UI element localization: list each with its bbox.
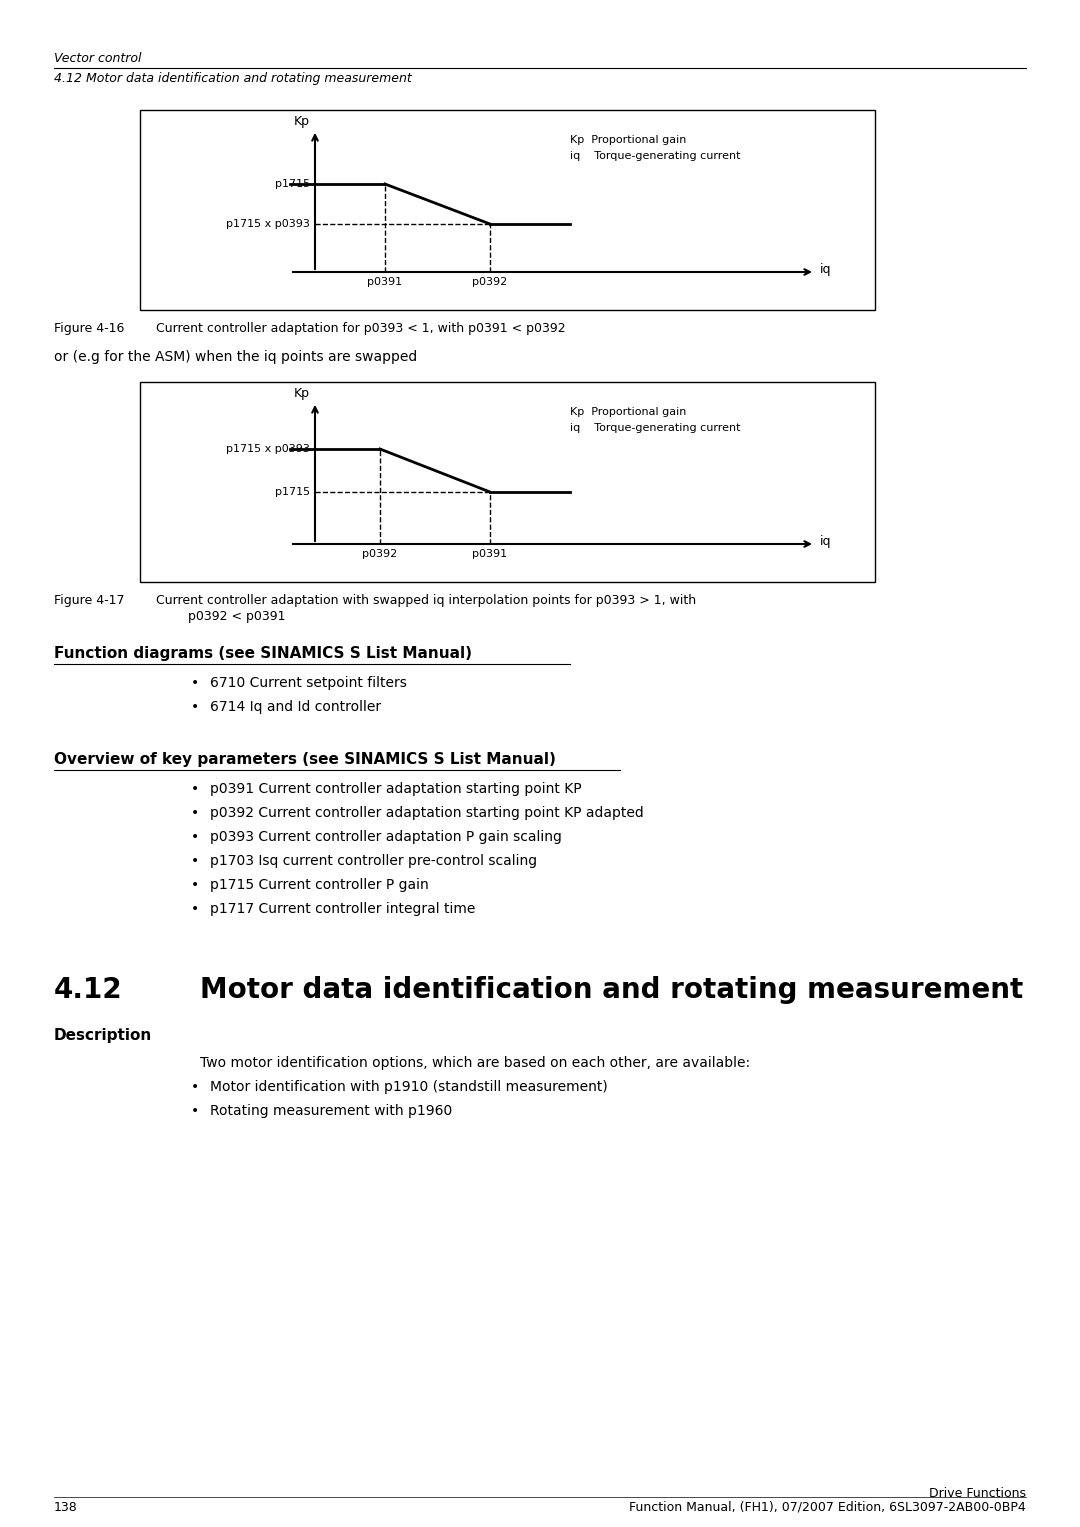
Text: Kp  Proportional gain: Kp Proportional gain (570, 408, 687, 417)
Text: p0391: p0391 (367, 276, 403, 287)
Text: •: • (191, 1104, 199, 1118)
Text: Kp  Proportional gain: Kp Proportional gain (570, 134, 687, 145)
Text: p0391 Current controller adaptation starting point KP: p0391 Current controller adaptation star… (210, 782, 582, 796)
Text: •: • (191, 782, 199, 796)
Text: p0393 Current controller adaptation P gain scaling: p0393 Current controller adaptation P ga… (210, 831, 562, 844)
Text: Vector control: Vector control (54, 52, 141, 66)
Text: iq: iq (820, 534, 832, 548)
Text: Overview of key parameters (see SINAMICS S List Manual): Overview of key parameters (see SINAMICS… (54, 751, 556, 767)
Text: •: • (191, 699, 199, 715)
Text: Description: Description (54, 1028, 152, 1043)
Text: Two motor identification options, which are based on each other, are available:: Two motor identification options, which … (200, 1057, 751, 1070)
Text: 4.12 Motor data identification and rotating measurement: 4.12 Motor data identification and rotat… (54, 72, 411, 86)
Text: Current controller adaptation with swapped iq interpolation points for p0393 > 1: Current controller adaptation with swapp… (140, 594, 697, 608)
Text: 138: 138 (54, 1501, 78, 1513)
Text: •: • (191, 1080, 199, 1093)
Text: Rotating measurement with p1960: Rotating measurement with p1960 (210, 1104, 453, 1118)
Text: p1715: p1715 (275, 179, 310, 189)
Text: Figure 4-17: Figure 4-17 (54, 594, 124, 608)
Text: p1717 Current controller integral time: p1717 Current controller integral time (210, 902, 475, 916)
Text: 6710 Current setpoint filters: 6710 Current setpoint filters (210, 676, 407, 690)
Text: •: • (191, 806, 199, 820)
Text: •: • (191, 854, 199, 867)
Text: iq    Torque-generating current: iq Torque-generating current (570, 423, 741, 434)
Text: •: • (191, 878, 199, 892)
Text: 6714 Iq and Id controller: 6714 Iq and Id controller (210, 699, 381, 715)
Text: p1715 Current controller P gain: p1715 Current controller P gain (210, 878, 429, 892)
Text: p1715 x p0393: p1715 x p0393 (226, 218, 310, 229)
Text: p1715: p1715 (275, 487, 310, 496)
Text: Kp: Kp (294, 386, 310, 400)
Text: Current controller adaptation for p0393 < 1, with p0391 < p0392: Current controller adaptation for p0393 … (140, 322, 566, 334)
Text: Drive Functions: Drive Functions (929, 1487, 1026, 1500)
Text: Kp: Kp (294, 115, 310, 128)
Text: Motor data identification and rotating measurement: Motor data identification and rotating m… (200, 976, 1023, 1003)
Text: p0391: p0391 (472, 550, 508, 559)
Text: p0392: p0392 (363, 550, 397, 559)
Bar (140, 382, 875, 582)
Text: •: • (191, 902, 199, 916)
Text: p0392: p0392 (472, 276, 508, 287)
Text: p1703 Isq current controller pre-control scaling: p1703 Isq current controller pre-control… (210, 854, 537, 867)
Text: iq: iq (820, 263, 832, 275)
Text: Figure 4-16: Figure 4-16 (54, 322, 124, 334)
Text: p0392 < p0391: p0392 < p0391 (140, 609, 285, 623)
Text: Function diagrams (see SINAMICS S List Manual): Function diagrams (see SINAMICS S List M… (54, 646, 472, 661)
Bar (140, 110, 875, 310)
Text: 4.12: 4.12 (54, 976, 123, 1003)
Text: •: • (191, 676, 199, 690)
Text: Motor identification with p1910 (standstill measurement): Motor identification with p1910 (standst… (210, 1080, 608, 1093)
Text: iq    Torque-generating current: iq Torque-generating current (570, 151, 741, 160)
Text: p0392 Current controller adaptation starting point KP adapted: p0392 Current controller adaptation star… (210, 806, 644, 820)
Text: Function Manual, (FH1), 07/2007 Edition, 6SL3097-2AB00-0BP4: Function Manual, (FH1), 07/2007 Edition,… (630, 1501, 1026, 1513)
Text: or (e.g for the ASM) when the iq points are swapped: or (e.g for the ASM) when the iq points … (54, 350, 417, 363)
Text: p1715 x p0393: p1715 x p0393 (226, 444, 310, 454)
Text: •: • (191, 831, 199, 844)
